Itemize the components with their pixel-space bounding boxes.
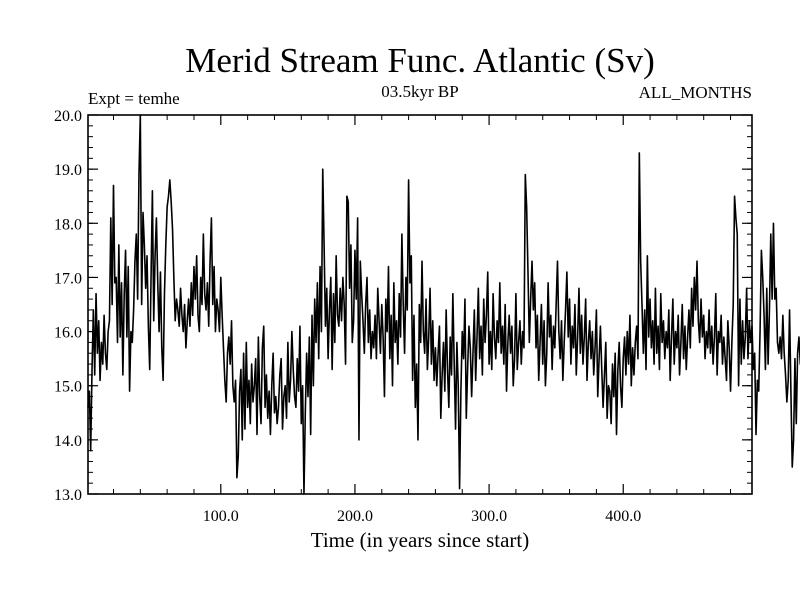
y-tick-label: 20.0 [54, 108, 82, 125]
chart-subtitle: 03.5kyr BP [381, 82, 458, 101]
y-tick-label: 16.0 [54, 325, 82, 342]
plot-frame [87, 114, 753, 495]
x-axis: 100.0 200.0 300.0 400.0 [112, 115, 732, 525]
y-tick-label: 17.0 [54, 270, 82, 287]
y-tick-label: 19.0 [54, 162, 82, 179]
x-tick-label: 300.0 [471, 508, 507, 525]
experiment-label: Expt = temhe [88, 89, 180, 108]
y-tick-label: 13.0 [54, 487, 82, 504]
x-axis-label: Time (in years since start) [311, 528, 530, 552]
y-tick-label: 14.0 [54, 433, 82, 450]
y-tick-label: 18.0 [54, 216, 82, 233]
series-line [87, 114, 800, 495]
chart-title: Merid Stream Func. Atlantic (Sv) [185, 41, 655, 80]
x-tick-label: 200.0 [337, 508, 373, 525]
x-tick-label: 100.0 [203, 508, 239, 525]
x-tick-label: 400.0 [605, 508, 641, 525]
months-label: ALL_MONTHS [639, 83, 752, 102]
y-tick-label: 15.0 [54, 379, 82, 396]
